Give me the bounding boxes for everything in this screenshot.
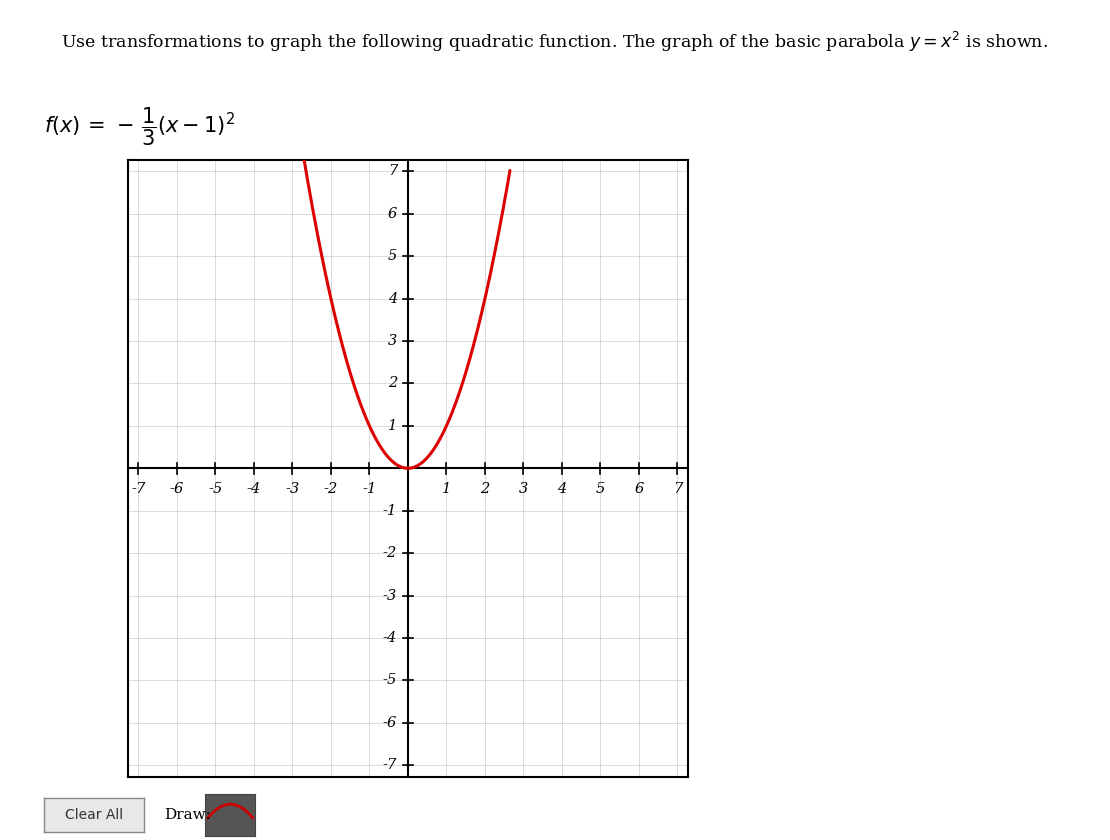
- Text: -5: -5: [209, 482, 222, 496]
- Text: 1: 1: [442, 482, 451, 496]
- Text: 5: 5: [387, 249, 397, 263]
- Text: 6: 6: [387, 207, 397, 221]
- Text: 2: 2: [481, 482, 490, 496]
- Text: 5: 5: [596, 482, 605, 496]
- Text: -7: -7: [131, 482, 145, 496]
- Text: Use transformations to graph the following quadratic function. The graph of the : Use transformations to graph the followi…: [61, 29, 1049, 54]
- Text: -3: -3: [285, 482, 300, 496]
- Text: Draw:: Draw:: [164, 808, 211, 822]
- Text: -6: -6: [170, 482, 184, 496]
- Text: $f(x)\,=\,-\,\dfrac{1}{3}(x-1)^2$: $f(x)\,=\,-\,\dfrac{1}{3}(x-1)^2$: [44, 105, 235, 148]
- Text: 7: 7: [387, 165, 397, 178]
- Text: -1: -1: [383, 504, 397, 517]
- Text: -2: -2: [383, 546, 397, 560]
- Text: -2: -2: [324, 482, 339, 496]
- Text: 4: 4: [387, 291, 397, 306]
- Text: 6: 6: [634, 482, 644, 496]
- Text: 2: 2: [387, 376, 397, 391]
- Text: 4: 4: [557, 482, 566, 496]
- Text: -3: -3: [383, 589, 397, 602]
- Text: 3: 3: [387, 334, 397, 348]
- Text: -6: -6: [383, 716, 397, 730]
- Text: Clear All: Clear All: [65, 808, 123, 822]
- Text: -4: -4: [383, 631, 397, 645]
- Text: -1: -1: [362, 482, 376, 496]
- Text: -7: -7: [383, 759, 397, 772]
- Text: 7: 7: [673, 482, 682, 496]
- Text: -5: -5: [383, 674, 397, 687]
- Text: 3: 3: [518, 482, 528, 496]
- Text: 1: 1: [387, 419, 397, 433]
- Text: -4: -4: [246, 482, 261, 496]
